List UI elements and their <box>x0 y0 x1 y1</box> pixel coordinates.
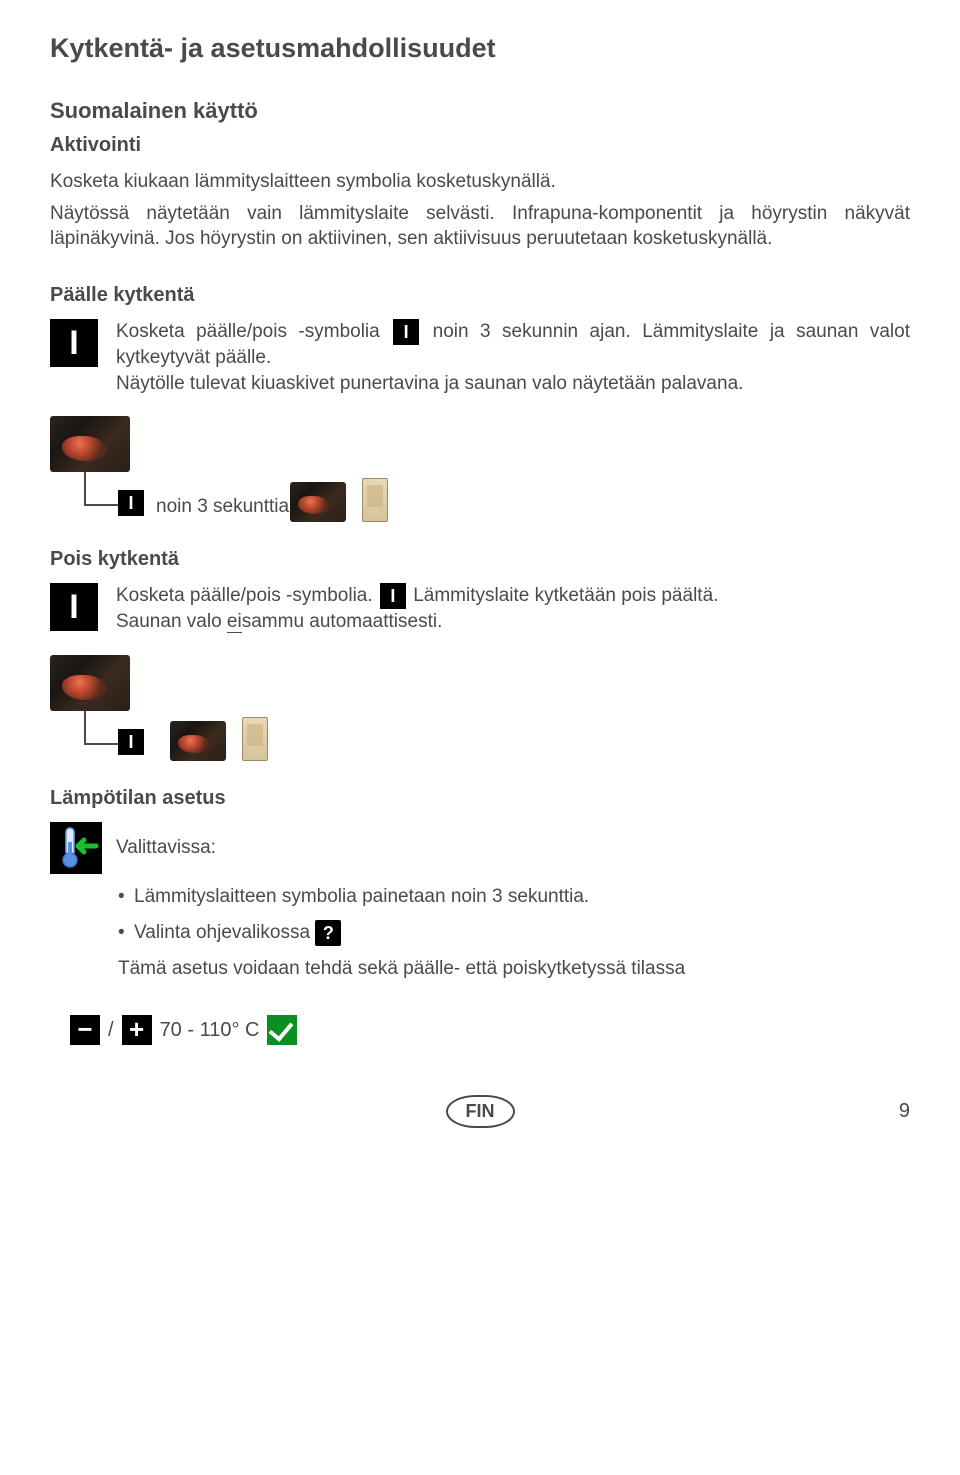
opt2-text: Valinta ohjevalikossa <box>134 922 315 943</box>
off-text-2a: Saunan valo <box>116 611 227 632</box>
off-text-2b: sammu automaattisesti. <box>242 611 443 632</box>
on-text-a: Kosketa päälle/pois -symbolia <box>116 321 391 342</box>
sauna-door-icon <box>242 717 268 761</box>
diagram-label: noin 3 sekunttia <box>156 494 289 520</box>
temp-options-list: Lämmityslaitteen symbolia painetaan noin… <box>118 884 910 946</box>
page-footer: FIN 9 <box>50 1095 910 1127</box>
on-diagram: I noin 3 sekunttia <box>50 416 910 516</box>
heading-on: Päälle kytkentä <box>50 282 910 309</box>
power-icon: I <box>50 319 98 367</box>
connector-line-icon <box>84 711 86 745</box>
connector-line-icon <box>84 504 118 506</box>
connector-line-icon <box>84 743 118 745</box>
temp-range-row: − / + 70 - 110° C <box>50 1015 910 1045</box>
heading-off: Pois kytkentä <box>50 546 910 573</box>
sauna-stones-icon <box>290 482 346 522</box>
list-item: Lämmityslaitteen symbolia painetaan noin… <box>118 884 910 910</box>
connector-line-icon <box>84 472 86 506</box>
section-activation: Suomalainen käyttö Aktivointi Kosketa ki… <box>50 96 910 252</box>
on-text-block: Kosketa päälle/pois -symbolia I noin 3 s… <box>116 319 910 396</box>
thermometer-icon <box>50 822 102 874</box>
off-text-ei: ei <box>227 611 242 633</box>
help-icon: ? <box>315 920 341 946</box>
power-icon: I <box>50 583 98 631</box>
on-text-2: Näytölle tulevat kiuaskivet punertavina … <box>116 371 910 397</box>
section-switch-off: Pois kytkentä I Kosketa päälle/pois -sym… <box>50 546 910 755</box>
power-icon: I <box>380 583 406 609</box>
sauna-stones-icon <box>50 655 130 711</box>
page-number: 9 <box>899 1098 910 1125</box>
temp-note: Tämä asetus voidaan tehdä sekä päälle- e… <box>118 956 910 982</box>
temp-intro: Valittavissa: <box>116 835 910 861</box>
off-diagram: I <box>50 655 910 755</box>
section-switch-on: Päälle kytkentä I Kosketa päälle/pois -s… <box>50 282 910 516</box>
sauna-stones-icon <box>170 721 226 761</box>
page-title: Kytkentä- ja asetusmahdollisuudet <box>50 30 910 66</box>
plus-icon: + <box>122 1015 152 1045</box>
sauna-stones-icon <box>50 416 130 472</box>
sauna-door-icon <box>362 478 388 522</box>
off-text-b: Lämmityslaite kytketään pois päältä. <box>413 585 718 606</box>
off-text-block: Kosketa päälle/pois -symbolia. I Lämmity… <box>116 583 910 635</box>
range-sep: / <box>108 1017 114 1044</box>
activation-text-2: Näytössä näytetään vain lämmityslaite se… <box>50 201 910 252</box>
heading-activation: Aktivointi <box>50 132 910 159</box>
heading-temp: Lämpötilan asetus <box>50 785 910 812</box>
section-temperature: Lämpötilan asetus Valittavissa: Lämmitys… <box>50 785 910 1045</box>
check-icon <box>267 1015 297 1045</box>
list-item: Valinta ohjevalikossa ? <box>118 920 910 946</box>
off-text-a: Kosketa päälle/pois -symbolia. <box>116 585 373 606</box>
range-text: 70 - 110° C <box>160 1017 260 1044</box>
power-icon: I <box>118 729 144 755</box>
heading-usage: Suomalainen käyttö <box>50 96 910 126</box>
activation-text-1: Kosketa kiukaan lämmityslaitteen symboli… <box>50 169 910 195</box>
language-badge: FIN <box>446 1095 515 1127</box>
minus-icon: − <box>70 1015 100 1045</box>
power-icon: I <box>393 319 419 345</box>
power-icon: I <box>118 490 144 516</box>
